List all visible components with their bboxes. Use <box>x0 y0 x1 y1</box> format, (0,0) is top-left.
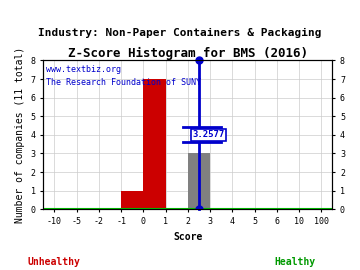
Text: Industry: Non-Paper Containers & Packaging: Industry: Non-Paper Containers & Packagi… <box>38 28 322 38</box>
Text: Healthy: Healthy <box>275 257 316 267</box>
Text: The Research Foundation of SUNY: The Research Foundation of SUNY <box>46 78 201 87</box>
Bar <box>143 79 166 209</box>
Bar <box>188 154 210 209</box>
Y-axis label: Number of companies (11 total): Number of companies (11 total) <box>15 47 25 223</box>
Text: Unhealthy: Unhealthy <box>28 257 80 267</box>
Bar <box>121 191 143 209</box>
Text: 3.2577: 3.2577 <box>192 130 225 139</box>
X-axis label: Score: Score <box>173 231 202 241</box>
Text: www.textbiz.org: www.textbiz.org <box>46 65 121 74</box>
Title: Z-Score Histogram for BMS (2016): Z-Score Histogram for BMS (2016) <box>68 48 308 60</box>
